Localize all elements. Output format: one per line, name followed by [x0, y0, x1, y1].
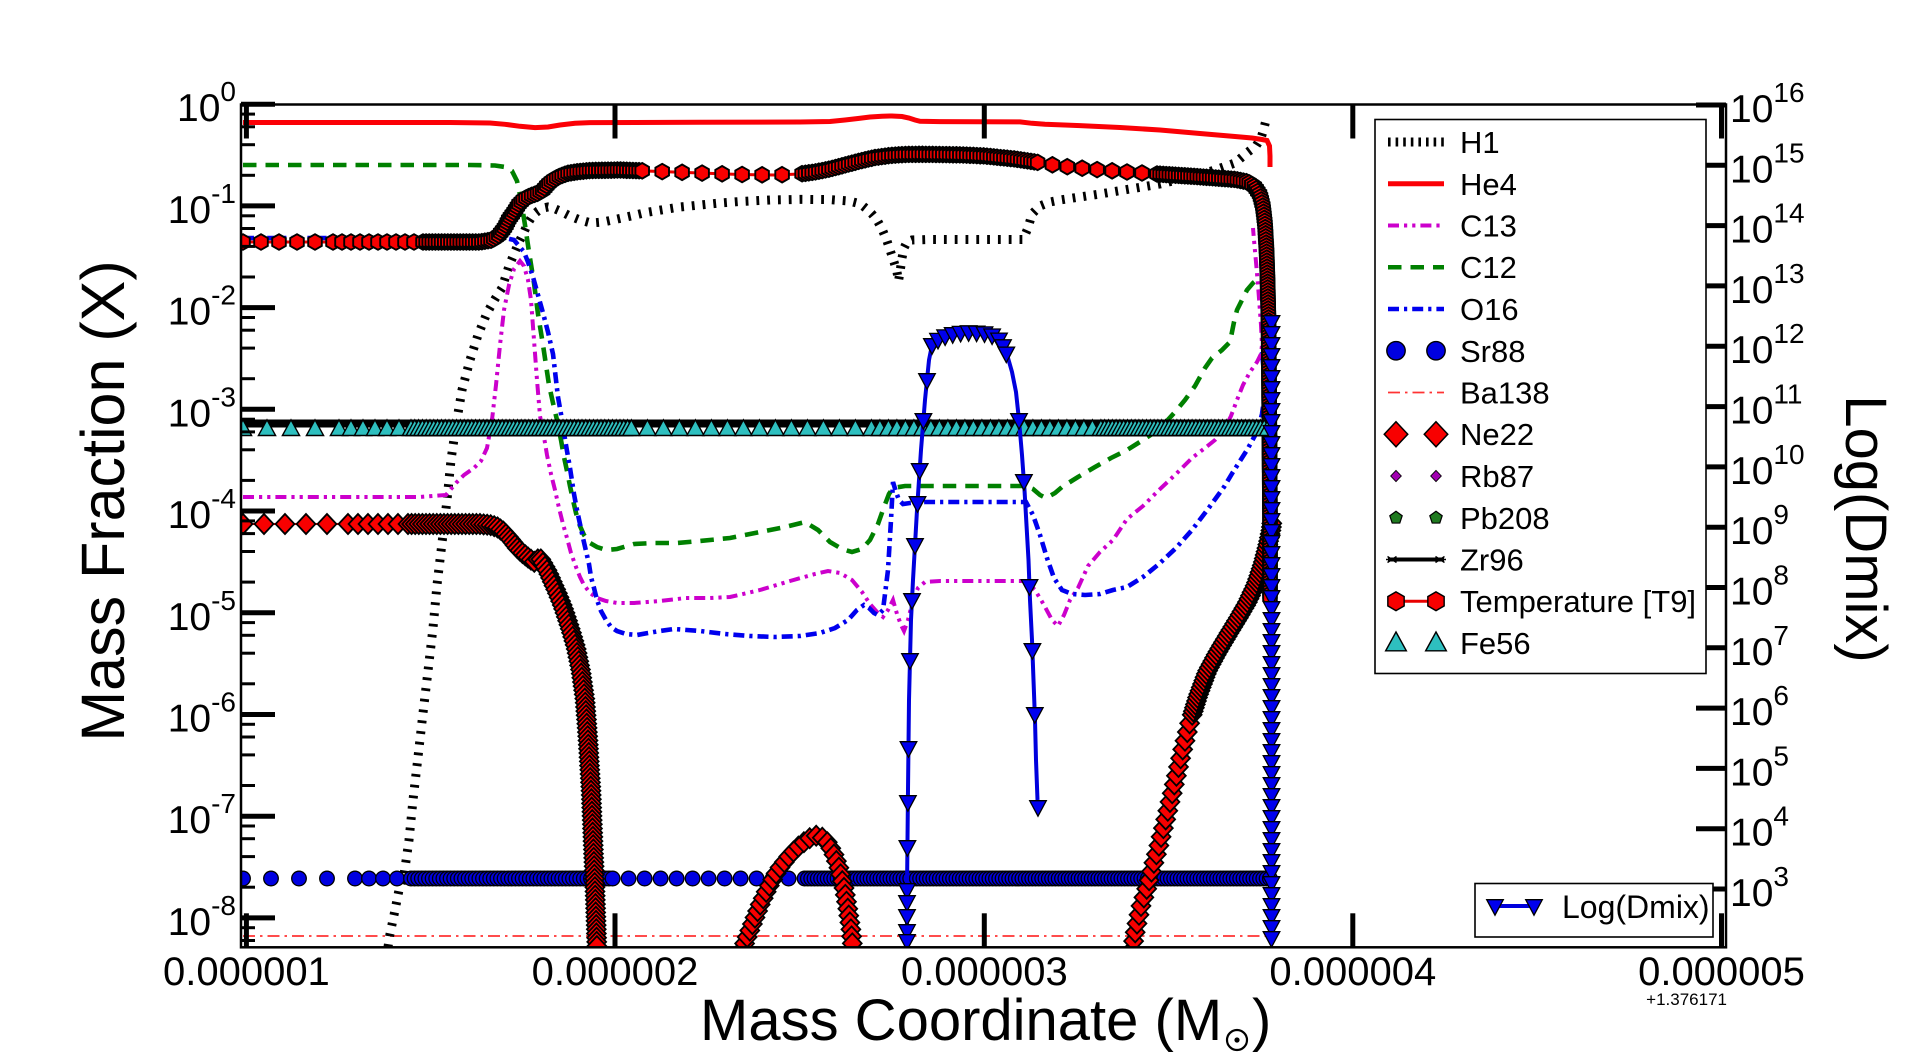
svg-text:Pb208: Pb208: [1460, 501, 1550, 536]
svg-text:Fe56: Fe56: [1460, 626, 1531, 661]
svg-text:Ba138: Ba138: [1460, 376, 1550, 411]
svg-text:0.000001: 0.000001: [163, 950, 330, 994]
svg-text:Mass Coordinate (M: Mass Coordinate (M: [700, 988, 1222, 1052]
svg-text:O16: O16: [1460, 292, 1519, 327]
svg-text:Ne22: Ne22: [1460, 417, 1534, 452]
svg-text:0.000002: 0.000002: [532, 950, 699, 994]
svg-text:Sr88: Sr88: [1460, 334, 1525, 369]
svg-text:+1.376171: +1.376171: [1646, 990, 1727, 1009]
svg-text:Zr96: Zr96: [1460, 543, 1524, 578]
svg-text:Log(Dmix): Log(Dmix): [1562, 889, 1710, 925]
svg-text:0.000004: 0.000004: [1269, 950, 1436, 994]
svg-text:Temperature [T9]: Temperature [T9]: [1460, 584, 1696, 619]
svg-text:Mass Fraction (X): Mass Fraction (X): [69, 260, 137, 741]
svg-text:H1: H1: [1460, 125, 1500, 160]
svg-text:Log(Dmix): Log(Dmix): [1833, 395, 1898, 663]
svg-text:C12: C12: [1460, 250, 1517, 285]
svg-text:C13: C13: [1460, 209, 1517, 244]
svg-text:0.000005: 0.000005: [1638, 950, 1805, 994]
svg-text:0.000003: 0.000003: [901, 950, 1068, 994]
svg-text:He4: He4: [1460, 167, 1517, 202]
svg-text:Rb87: Rb87: [1460, 459, 1534, 494]
svg-text:): ): [1252, 988, 1271, 1052]
